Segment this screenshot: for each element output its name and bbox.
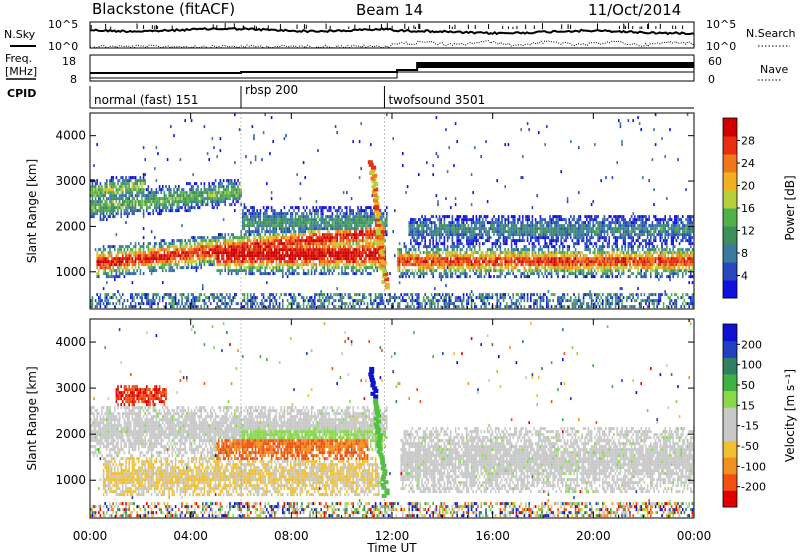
nsky-spikes [90,23,684,29]
power-y-label: Slant Range [km] [25,159,39,263]
power-colorbar-swatch-0 [723,280,737,299]
velocity-colorbar-swatch-1 [723,473,737,491]
nsearch-trace [89,39,695,49]
power-colorbar-tick-0: 28 [741,135,755,148]
velocity-colorbar-tick-3: 15 [741,399,755,412]
x-tick-0: 00:00 [73,529,108,543]
x-tick-2: 08:00 [274,529,309,543]
power-colorbar-tick-5: 8 [741,247,748,260]
cpid-label: CPID [7,87,36,100]
power-colorbar-tick-4: 12 [741,225,755,238]
count-tick-high-right: 10^5 [706,18,736,31]
count-panel-frame [89,21,695,49]
power-colorbar-swatch-9 [723,118,737,137]
power-y-tick-0: 1000 [55,265,86,279]
nsearch-label: N.Search [746,27,796,40]
velocity-field [90,319,694,518]
velocity-colorbar-swatch-2 [723,457,737,475]
power-frame [89,112,695,310]
power-y-tick-3: 4000 [55,129,86,143]
power-colorbar-tick-6: 4 [741,270,748,283]
power-field [90,113,694,309]
x-axis-label: Time UT [366,541,417,554]
nave-tick-high: 60 [708,55,722,68]
nave-trace [90,71,694,79]
x-tick-3: 12:00 [375,529,410,543]
count-tick-low-left: 10^0 [48,40,78,53]
velocity-colorbar-tick-0: 200 [741,338,762,351]
velocity-panel: 1000 2000 3000 4000 00:00 04:00 08:00 12:00 16:0… [25,318,797,543]
velocity-colorbar-tick-7: -200 [741,481,766,494]
x-tick-5: 20:00 [576,529,611,543]
power-colorbar-swatch-1 [723,262,737,281]
count-tick-high-left: 10^5 [48,18,78,31]
velocity-colorbar-swatch-6 [723,390,737,408]
x-tick-4: 16:00 [475,529,510,543]
velocity-y-tick-1: 2000 [55,427,86,441]
cpid-segment-label-2: twofsound 3501 [388,93,485,107]
nave-band [417,62,694,68]
date-title: 11/Oct/2014 [588,1,681,19]
velocity-colorbar-tick-6: -100 [741,460,766,473]
power-colorbar-swatch-7 [723,154,737,173]
velocity-colorbar-tick-1: 100 [741,359,762,372]
station-title: Blackstone (fitACF) [92,0,235,18]
power-colorbar-swatch-5 [723,190,737,209]
freq-tick-low: 8 [70,73,77,86]
velocity-colorbar-swatch-9 [723,340,737,358]
power-colorbar-label: Power [dB] [783,175,797,240]
velocity-colorbar-swatch-8 [723,357,737,375]
power-colorbar-swatch-4 [723,208,737,227]
velocity-colorbar-swatch-0 [723,490,737,508]
power-y-tick-2: 3000 [55,174,86,188]
velocity-colorbar-swatch-4 [723,423,737,441]
cpid-segments: normal (fast) 151 rbsp 200 twofsound 3501 [89,83,485,108]
power-colorbar-tick-3: 16 [741,202,755,215]
velocity-y-label: Slant Range [km] [25,366,39,470]
velocity-y-tick-3: 4000 [55,335,86,349]
x-tick-6: 00:00 [677,529,712,543]
freq-label-top: Freq. [5,52,32,65]
power-colorbar-swatch-3 [723,226,737,245]
beam-title: Beam 14 [356,1,423,19]
power-colorbar-swatch-8 [723,136,737,155]
power-colorbar-tick-2: 20 [741,180,755,193]
power-y-tick-1: 2000 [55,219,86,233]
velocity-colorbar-tick-4: -15 [741,420,759,433]
nsky-trace [90,26,695,36]
nsky-label: N.Sky [4,28,36,41]
power-colorbar-tick-1: 24 [741,157,755,170]
x-tick-1: 04:00 [173,529,208,543]
freq-label-bottom: [MHz] [5,65,37,78]
velocity-colorbar-label: Velocity [m s⁻¹] [783,369,797,462]
velocity-colorbar-swatch-10 [723,324,737,342]
velocity-y-tick-2: 3000 [55,381,86,395]
velocity-colorbar-tick-5: -50 [741,440,759,453]
power-colorbar-swatch-6 [723,172,737,191]
freq-tick-high: 18 [62,55,76,68]
velocity-colorbar-swatch-5 [723,407,737,425]
power-panel: 1000 2000 3000 4000 Slant Range [km] 28 24 20 16… [25,112,797,310]
count-tick-low-right: 10^0 [706,40,736,53]
cpid-segment-label-1: rbsp 200 [245,83,298,97]
cpid-segment-label-0: normal (fast) 151 [94,93,198,107]
velocity-colorbar-tick-2: 50 [741,379,755,392]
velocity-colorbar-swatch-7 [723,373,737,392]
power-colorbar-swatch-2 [723,244,737,263]
nave-label: Nave [760,63,788,76]
velocity-colorbar-swatch-3 [723,440,737,458]
nave-tick-low: 0 [708,73,715,86]
velocity-y-tick-0: 1000 [55,473,86,487]
